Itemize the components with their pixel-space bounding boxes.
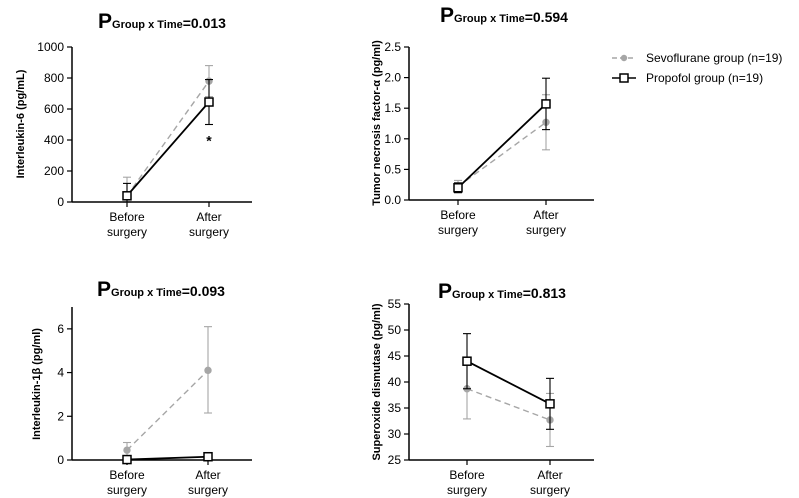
x-category-label: Before xyxy=(109,468,145,482)
chart-panel-4: PGroup x Time=0.813 25 30 35 40 45 50 55 Superox… xyxy=(371,280,594,497)
y-tick-label: 35 xyxy=(388,401,402,415)
y-axis-label: Tumor necrosis factor-α (pg/ml) xyxy=(371,40,383,206)
x-category-label: Before xyxy=(109,210,145,224)
chart-title: PGroup x Time=0.013 xyxy=(98,10,226,33)
series-propofol xyxy=(453,77,551,194)
y-tick-label: 25 xyxy=(388,453,402,467)
y-tick-label: 400 xyxy=(44,133,64,147)
data-point xyxy=(541,99,551,109)
chart-panel-1: PGroup x Time=0.013 0 200 400 600 800 1000 Inte… xyxy=(15,10,252,239)
chart-title: PGroup x Time=0.594 xyxy=(440,4,568,27)
series-line xyxy=(126,369,209,451)
y-axis-label: Interleukin-1β (pg/ml) xyxy=(31,328,43,440)
x-category-label: Before xyxy=(440,208,476,222)
data-point xyxy=(122,454,132,465)
y-tick-label: 1000 xyxy=(37,40,64,54)
legend-marker xyxy=(620,54,628,62)
data-point xyxy=(204,97,214,107)
x-category-label: surgery xyxy=(438,223,478,237)
chart-title: PGroup x Time=0.093 xyxy=(97,278,225,301)
y-tick-label: 0 xyxy=(57,453,64,467)
data-point xyxy=(122,191,132,201)
y-tick-label: 2 xyxy=(57,409,64,423)
y-tick-label: 600 xyxy=(44,102,64,116)
data-point xyxy=(462,356,472,366)
series-sevoflurane xyxy=(123,65,213,203)
legend: Sevoflurane group (n=19) Propofol group (… xyxy=(612,51,782,85)
legend-item: Sevoflurane group (n=19) xyxy=(612,51,782,65)
x-category-label: After xyxy=(537,468,562,482)
y-tick-label: 30 xyxy=(388,427,402,441)
y-tick-label: 4 xyxy=(57,366,64,380)
y-axis-label: Superoxide dismutase (pg/ml) xyxy=(371,303,383,460)
legend-marker xyxy=(619,73,629,83)
title-value: =0.013 xyxy=(183,15,226,31)
y-tick-label: 50 xyxy=(388,323,402,337)
title-p: P xyxy=(440,4,454,27)
x-category-label: After xyxy=(533,208,558,222)
x-category-label: Before xyxy=(449,468,485,482)
y-tick-label: 45 xyxy=(388,349,402,363)
x-category-label: surgery xyxy=(526,223,566,237)
x-category-label: surgery xyxy=(107,225,147,239)
y-tick-label: 0.5 xyxy=(384,162,401,176)
title-value: =0.594 xyxy=(525,9,568,25)
title-p: P xyxy=(97,278,111,301)
y-tick-label: 40 xyxy=(388,375,402,389)
x-category-label: After xyxy=(195,468,220,482)
significance-asterisk: * xyxy=(206,132,212,148)
title-subscript: Group x Time xyxy=(112,19,183,31)
title-value: =0.813 xyxy=(523,285,566,301)
y-tick-label: 6 xyxy=(57,322,64,336)
x-category-label: surgery xyxy=(189,225,229,239)
title-subscript: Group x Time xyxy=(111,287,182,299)
series-line xyxy=(466,360,551,405)
chart-panel-2: PGroup x Time=0.594 0.0 0.5 1.0 1.5 2.0 2.5Tum… xyxy=(371,4,594,237)
title-p: P xyxy=(98,10,112,33)
x-category-label: After xyxy=(196,210,221,224)
y-tick-label: 2.0 xyxy=(384,71,401,85)
series-sevoflurane xyxy=(463,358,554,448)
series-propofol xyxy=(122,451,213,465)
chart-title: PGroup x Time=0.813 xyxy=(438,280,566,303)
y-tick-label: 1.0 xyxy=(384,132,401,146)
y-tick-label: 1.5 xyxy=(384,101,401,115)
legend-label: Sevoflurane group (n=19) xyxy=(646,51,782,65)
y-tick-label: 0.0 xyxy=(384,193,401,207)
series-propofol xyxy=(462,333,555,430)
data-point xyxy=(204,366,212,375)
y-tick-label: 0 xyxy=(57,195,64,209)
series-line xyxy=(457,121,547,188)
series-line xyxy=(126,101,210,197)
series-line xyxy=(457,103,547,189)
data-point xyxy=(545,399,555,409)
x-category-label: surgery xyxy=(447,483,487,497)
data-point xyxy=(123,446,131,454)
series-line xyxy=(466,388,551,421)
data-point xyxy=(453,183,463,193)
series-line xyxy=(126,80,210,197)
x-category-label: surgery xyxy=(188,483,228,497)
x-category-label: surgery xyxy=(530,483,570,497)
x-category-label: surgery xyxy=(107,483,147,497)
y-tick-label: 800 xyxy=(44,71,64,85)
series-propofol xyxy=(122,79,214,203)
y-axis-label: Interleukin-6 (pg/mL) xyxy=(15,69,27,178)
legend-label: Propofol group (n=19) xyxy=(646,71,763,85)
series-sevoflurane xyxy=(123,326,212,459)
title-subscript: Group x Time xyxy=(454,13,525,25)
legend-item: Propofol group (n=19) xyxy=(612,71,763,85)
series-line xyxy=(126,455,209,461)
data-point xyxy=(203,451,213,462)
y-tick-label: 2.5 xyxy=(384,40,401,54)
y-tick-label: 200 xyxy=(44,164,64,178)
title-value: =0.093 xyxy=(182,283,225,299)
y-tick-label: 55 xyxy=(388,297,402,311)
title-subscript: Group x Time xyxy=(452,289,523,301)
chart-panel-3: PGroup x Time=0.093 0 2 4 6 Interleukin-1β (p… xyxy=(31,278,252,497)
title-p: P xyxy=(438,280,452,303)
